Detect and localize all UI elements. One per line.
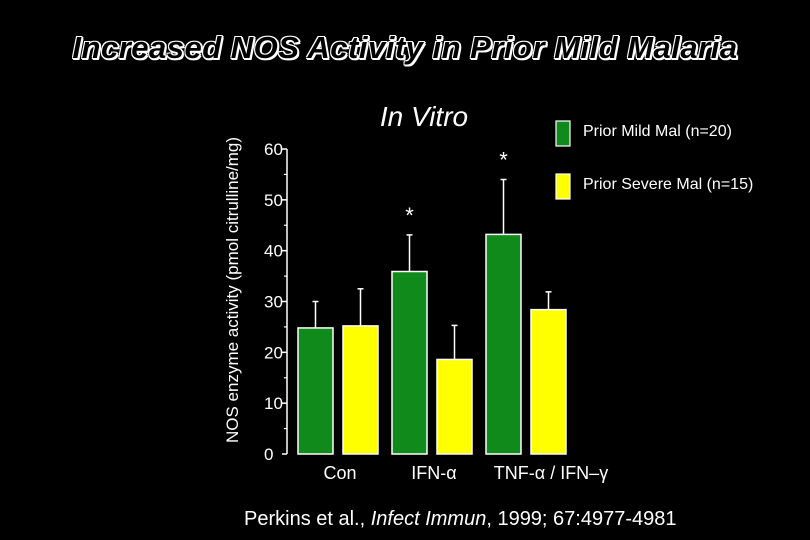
y-tick-label: 10 — [264, 394, 283, 413]
legend: Prior Mild Mal (n=20) Prior Severe Mal (n… — [555, 120, 753, 200]
bar — [485, 233, 522, 455]
legend-label: Prior Mild Mal (n=20) — [583, 123, 732, 140]
citation: Perkins et al., Infect Immun, 1999; 67:4… — [244, 508, 677, 531]
x-tick-label: IFN-α — [411, 463, 456, 483]
chart-title: In Vitro — [380, 101, 468, 132]
bar — [436, 358, 473, 455]
bar — [530, 308, 567, 455]
citation-details: , 1999; 67:4977-4981 — [486, 508, 677, 530]
y-axis-label: NOS enzyme activity (pmol citrulline/mg) — [223, 137, 242, 443]
bar — [391, 270, 428, 455]
citation-journal: Infect Immun — [370, 508, 487, 530]
y-tick-label: 0 — [264, 445, 273, 464]
bar — [342, 325, 379, 455]
legend-swatch — [555, 173, 571, 200]
bars: ** — [297, 148, 567, 455]
legend-swatch — [555, 120, 571, 147]
y-axis: 0 10 20 30 40 50 60 — [264, 140, 288, 464]
y-tick-label: 40 — [264, 242, 283, 261]
significance-marker: * — [405, 203, 414, 228]
bar — [297, 327, 334, 455]
x-tick-label: Con — [323, 463, 356, 483]
y-tick-label: 30 — [264, 293, 283, 312]
legend-label: Prior Severe Mal (n=15) — [583, 176, 753, 193]
x-tick-label: TNF-α / IFN–γ — [494, 463, 608, 483]
x-axis-labels: Con IFN-α TNF-α / IFN–γ — [323, 463, 608, 483]
y-tick-label: 50 — [264, 191, 283, 210]
y-tick-label: 60 — [264, 140, 283, 159]
y-tick-label: 20 — [264, 343, 283, 362]
significance-marker: * — [499, 148, 508, 173]
citation-authors: Perkins et al., — [244, 508, 371, 530]
slide-title: Increased NOS Activity in Prior Mild Mal… — [72, 30, 738, 65]
